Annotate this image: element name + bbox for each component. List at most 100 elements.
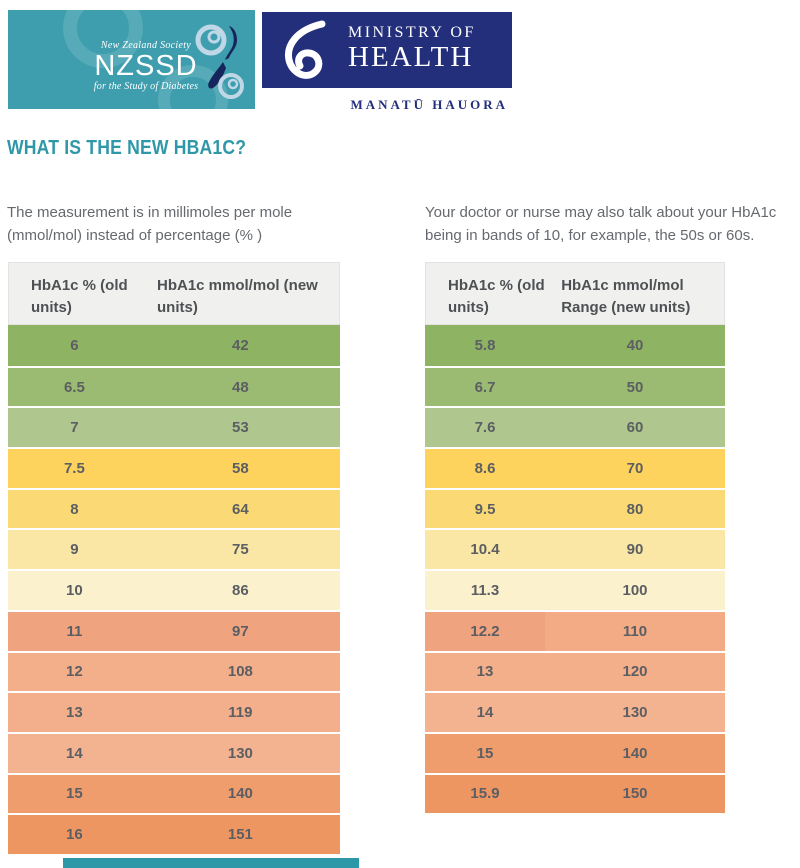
- new-units-cell: 130: [140, 733, 340, 773]
- new-units-cell: 140: [545, 733, 725, 773]
- ministry-logo-text: MINISTRY OF HEALTH: [348, 24, 476, 74]
- old-units-cell: 15: [8, 774, 141, 814]
- new-units-cell: 86: [140, 571, 340, 610]
- table-row: 15 140: [425, 731, 725, 773]
- ministry-name-line2: HEALTH: [348, 41, 474, 73]
- new-units-cell: 100: [545, 571, 725, 610]
- old-units-cell: 14: [425, 693, 545, 732]
- table-row: 14 130: [425, 691, 725, 732]
- hba1c-bands-table: HbA1c % (old units) HbA1c mmol/mol Range…: [425, 262, 725, 814]
- new-units-column-header: HbA1c mmol/mol (new units): [157, 277, 318, 316]
- old-units-cell: 5.8: [425, 325, 545, 366]
- old-units-cell: 12.2: [425, 611, 545, 651]
- table-body: 6 42 6.5 48 7 53 7.5 58 8 64 9 75 10 86 11 97 12 108 13 119…: [8, 325, 340, 854]
- old-units-cell: 7.5: [8, 449, 141, 488]
- table-row: 10.4 90: [425, 528, 725, 570]
- old-units-cell: 13: [8, 693, 141, 732]
- old-units-column-header: HbA1c % (old units): [31, 277, 128, 316]
- intro-paragraph-right: Your doctor or nurse may also talk about…: [425, 204, 777, 244]
- table-row: 12.2 110: [425, 609, 725, 651]
- old-units-cell: 9.5: [425, 489, 545, 529]
- table-row: 13 120: [425, 650, 725, 692]
- table-row: 15 140: [8, 772, 340, 814]
- old-units-cell: 15: [425, 733, 545, 773]
- new-units-cell: 70: [545, 449, 725, 488]
- new-units-cell: 75: [140, 530, 340, 570]
- table-row: 13 119: [8, 691, 340, 732]
- old-units-cell: 9: [8, 530, 141, 570]
- table-row: 8 64: [8, 487, 340, 529]
- new-units-cell: 120: [545, 652, 725, 692]
- ministry-of-health-logo: MINISTRY OF HEALTH MANATŪ HAUORA: [262, 12, 512, 113]
- nz-map-koru-icon: [195, 24, 244, 99]
- table-row: 6 42: [8, 325, 340, 366]
- old-units-cell: 8.6: [425, 449, 545, 488]
- table-row: 16 151: [8, 813, 340, 854]
- koru-icon: [285, 20, 326, 79]
- old-units-cell: 13: [425, 652, 545, 692]
- old-units-cell: 10.4: [425, 530, 545, 570]
- old-units-cell: 11: [8, 611, 141, 651]
- table-row: 6.7 50: [425, 365, 725, 407]
- old-units-cell: 7: [8, 408, 141, 448]
- table-header-row: HbA1c % (old units) HbA1c mmol/mol (new …: [8, 262, 340, 325]
- table-row: 5.8 40: [425, 325, 725, 366]
- table-row: 9.5 80: [425, 487, 725, 529]
- nzssd-tagline: for the Study of Diabetes: [93, 81, 199, 93]
- ministry-maori-name: MANATŪ HAUORA: [350, 97, 508, 112]
- new-units-cell: 80: [545, 489, 725, 529]
- old-units-cell: 15.9: [425, 774, 545, 814]
- old-units-cell: 6.5: [8, 367, 141, 407]
- intro-paragraph-left: The measurement is in millimoles per mol…: [7, 204, 293, 244]
- table-row: 7 53: [8, 406, 340, 448]
- nzssd-society-line: New Zealand Society: [100, 40, 192, 51]
- new-units-cell: 110: [545, 611, 725, 651]
- table-row: 11 97: [8, 609, 340, 651]
- table-row: 14 130: [8, 731, 340, 773]
- old-units-cell: 7.6: [425, 408, 545, 448]
- new-units-cell: 60: [545, 408, 725, 448]
- table-row: 10 86: [8, 569, 340, 610]
- nzssd-logo: New Zealand Society NZSSD for the Study …: [8, 10, 255, 109]
- hba1c-conversion-table: HbA1c % (old units) HbA1c mmol/mol (new …: [8, 262, 340, 854]
- next-section-edge-bar: [63, 858, 359, 868]
- new-units-cell: 151: [140, 815, 340, 854]
- old-units-cell: 6: [8, 325, 141, 366]
- new-units-cell: 97: [140, 611, 340, 651]
- table-row: 9 75: [8, 528, 340, 570]
- table-row: 12 108: [8, 650, 340, 692]
- new-units-cell: 130: [545, 693, 725, 732]
- table-body: 5.8 40 6.7 50 7.6 60 8.6 70 9.5 80 10.4 90 11.3 100 12…: [425, 325, 725, 814]
- table-row: 7.6 60: [425, 406, 725, 448]
- old-units-cell: 6.7: [425, 367, 545, 407]
- new-units-cell: 108: [140, 652, 340, 692]
- table-row: 8.6 70: [425, 447, 725, 488]
- new-units-cell: 90: [545, 530, 725, 570]
- old-units-cell: 14: [8, 733, 141, 773]
- table-row: 7.5 58: [8, 447, 340, 488]
- new-units-cell: 150: [545, 774, 725, 814]
- nzssd-logo-text: New Zealand Society NZSSD for the Study …: [86, 40, 206, 92]
- table-row: 6.5 48: [8, 365, 340, 407]
- new-units-cell: 119: [140, 693, 340, 732]
- new-units-cell: 40: [545, 325, 725, 366]
- old-units-column-header: HbA1c % (old units): [448, 277, 545, 316]
- new-units-cell: 140: [140, 774, 340, 814]
- old-units-cell: 11.3: [425, 571, 545, 610]
- new-units-cell: 50: [545, 367, 725, 407]
- page-title: WHAT IS THE NEW HBA1C?: [7, 137, 247, 159]
- new-units-cell: 42: [140, 325, 340, 366]
- old-units-cell: 8: [8, 489, 141, 529]
- new-units-cell: 64: [140, 489, 340, 529]
- old-units-cell: 10: [8, 571, 141, 610]
- table-row: 15.9 150: [425, 772, 725, 814]
- old-units-cell: 12: [8, 652, 141, 692]
- nzssd-acronym: NZSSD: [94, 50, 198, 82]
- new-units-cell: 58: [140, 449, 340, 488]
- old-units-cell: 16: [8, 815, 141, 854]
- new-units-range-column-header: HbA1c mmol/mol Range (new units): [561, 277, 691, 316]
- ministry-name-line1: MINISTRY OF: [348, 24, 476, 41]
- new-units-cell: 48: [140, 367, 340, 407]
- table-row: 11.3 100: [425, 569, 725, 610]
